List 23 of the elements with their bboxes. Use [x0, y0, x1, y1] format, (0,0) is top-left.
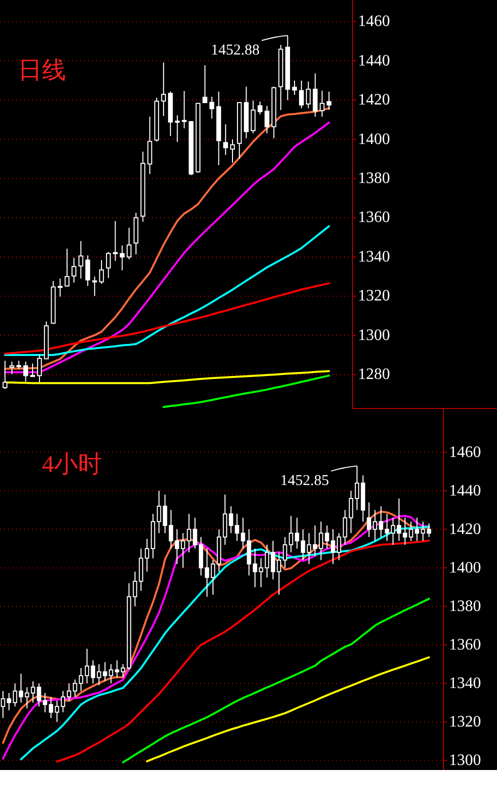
y-tick-label: 1460: [358, 13, 390, 30]
y-tick-label: 1340: [358, 248, 390, 266]
y-tick-label: 1380: [449, 598, 481, 615]
y-tick-label: 1460: [449, 444, 481, 461]
y-tick-label: 1440: [358, 52, 390, 70]
text: 日线: [18, 58, 66, 84]
y-tick-label: 1400: [358, 130, 390, 148]
y-tick-label: 1420: [449, 520, 481, 538]
y-tick-label: 1360: [358, 209, 390, 226]
y-tick-label: 1400: [449, 559, 481, 576]
y-tick-label: 1440: [449, 482, 481, 500]
y-tick-label: 1280: [358, 366, 390, 384]
annotation: 1452.88: [210, 42, 260, 59]
y-tick-label: 1300: [358, 326, 390, 344]
y-tick-label: 1320: [358, 288, 390, 305]
y-tick-label: 1300: [449, 752, 481, 769]
y-tick-label: 1320: [449, 713, 481, 730]
text: 4小时: [42, 452, 102, 478]
y-tick-label: 1380: [358, 170, 390, 187]
y-tick-label: 1360: [449, 636, 481, 654]
y-tick-label: 1420: [358, 92, 390, 109]
annotation: 1452.85: [280, 473, 329, 490]
y-tick-label: 1340: [449, 674, 481, 692]
